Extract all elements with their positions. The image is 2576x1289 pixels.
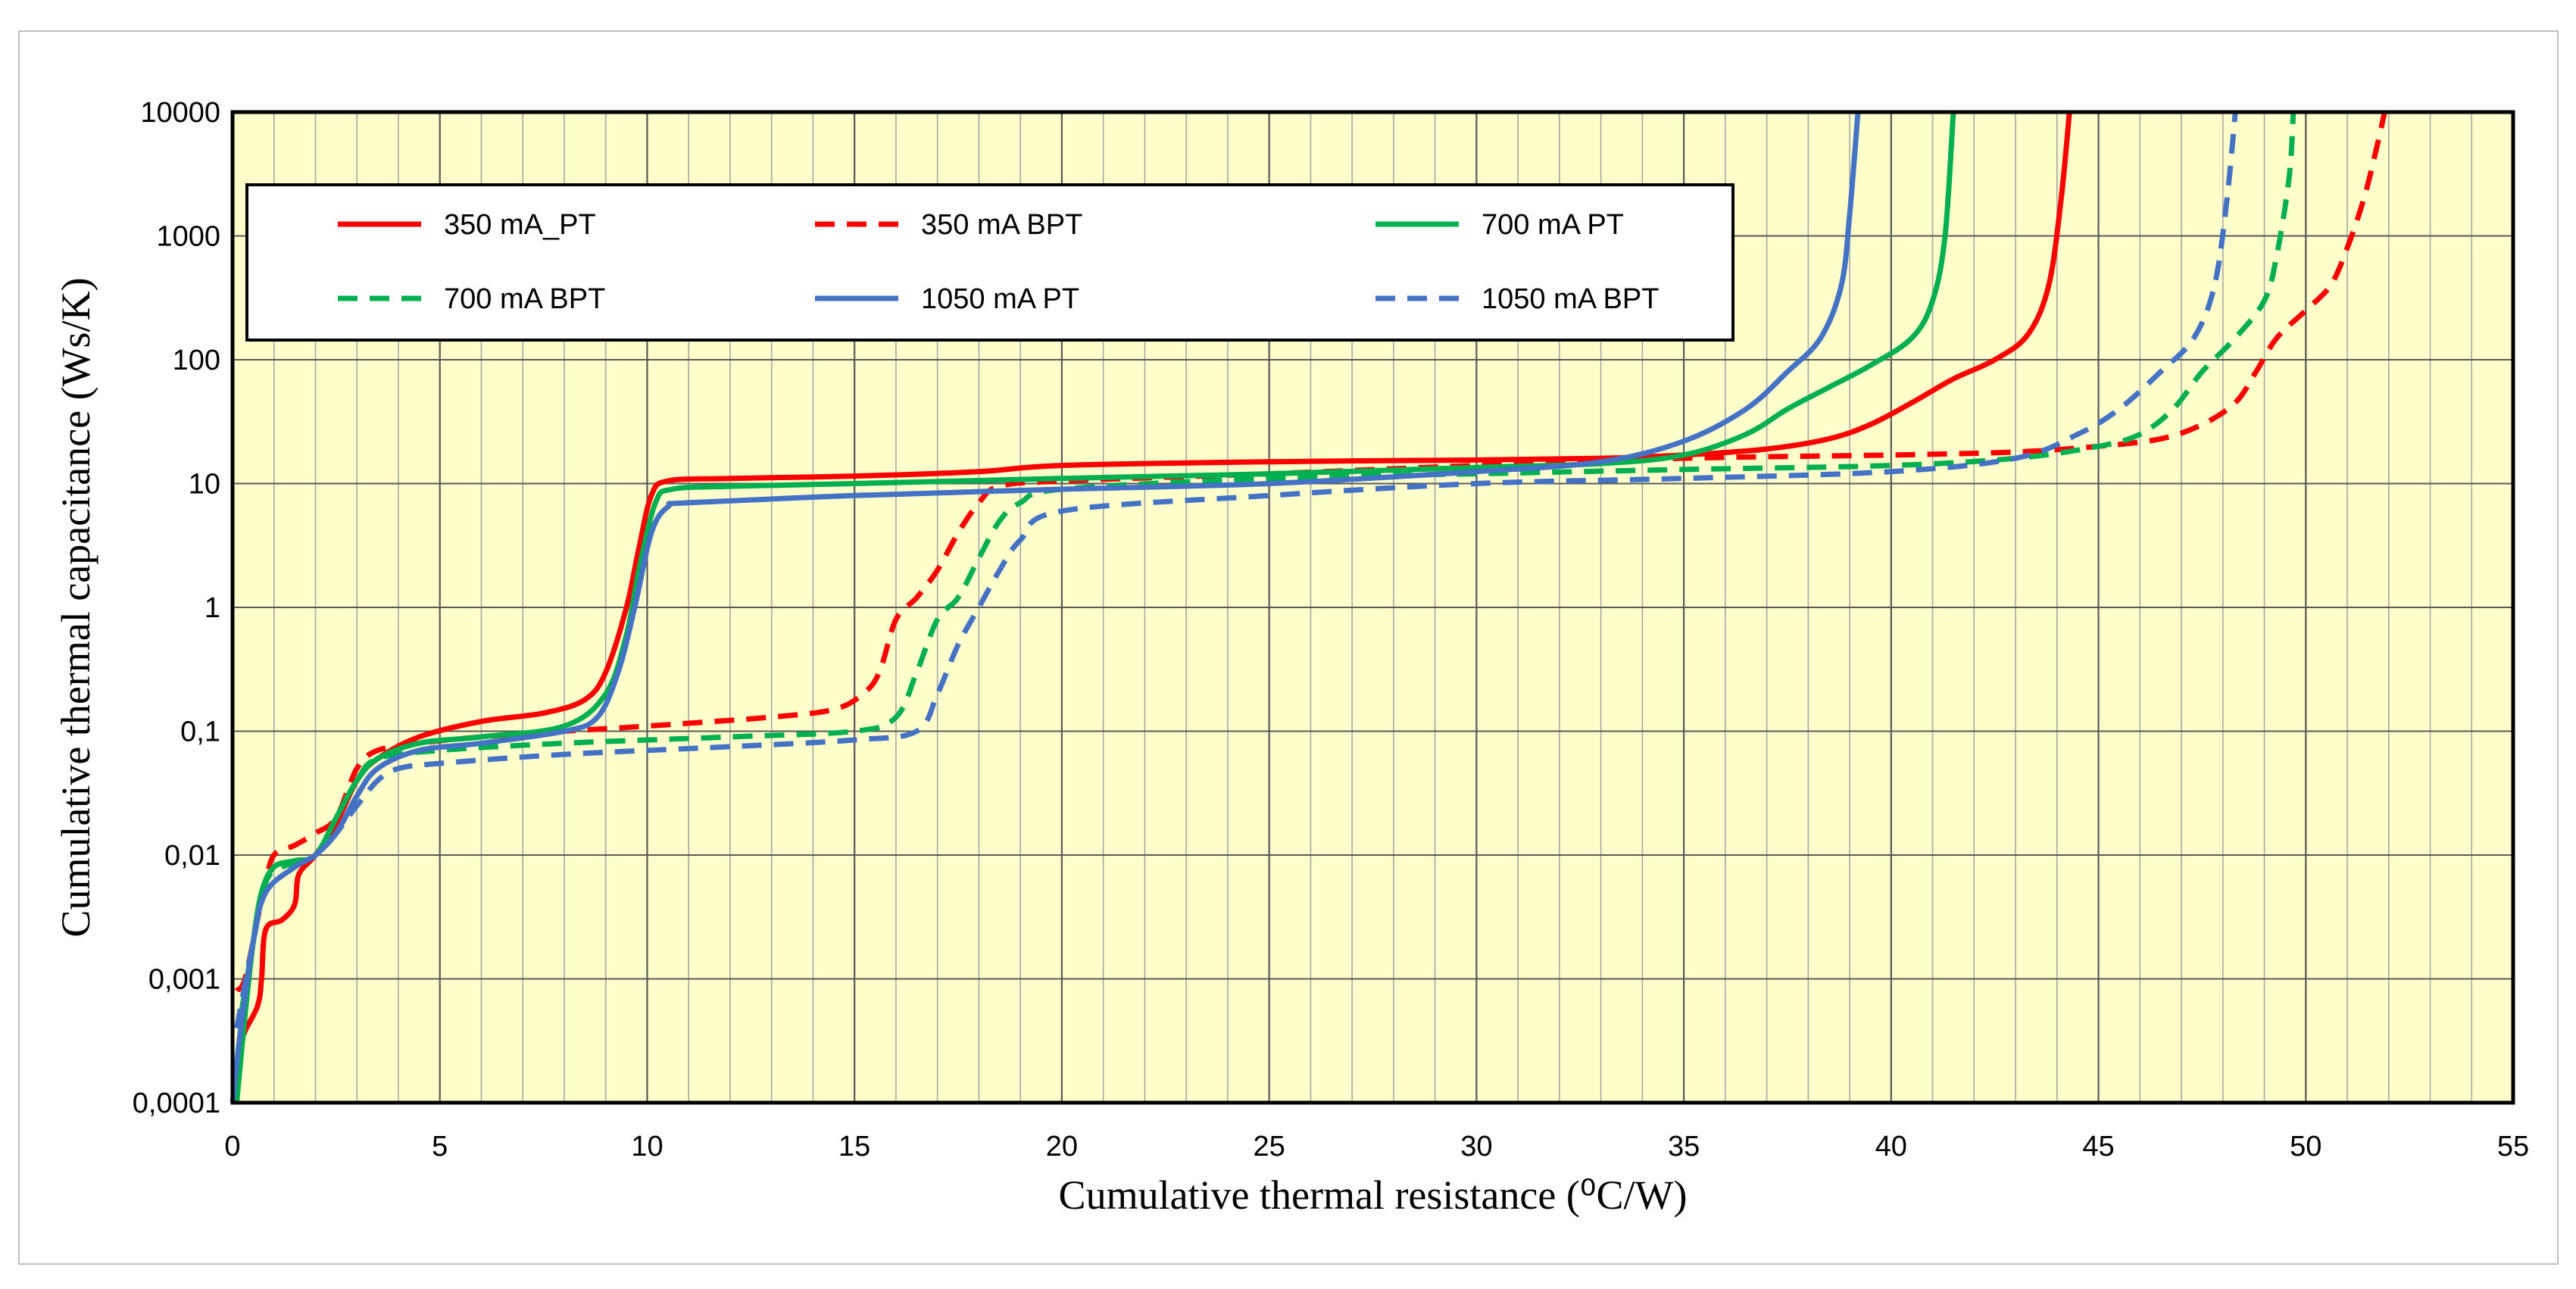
- chart-frame: 0 5 10 15 20 25 30 35 40 45 50 55 0,0001 0,001 0,01 0,…: [18, 30, 2559, 1265]
- series-line-700-ma-bpt: [238, 111, 2297, 1017]
- x-tick-label: 20: [1046, 1131, 1078, 1163]
- x-tick-label: 10: [631, 1131, 663, 1163]
- x-tick-label: 25: [1253, 1131, 1285, 1163]
- x-tick-label: 5: [432, 1131, 448, 1163]
- y-tick-label: 100: [173, 345, 220, 376]
- legend-label: 350 mA BPT: [921, 209, 1082, 241]
- x-tick-label: 0: [224, 1131, 240, 1163]
- legend-label: 700 mA BPT: [444, 283, 605, 315]
- x-tick-label: 40: [1875, 1131, 1907, 1163]
- x-axis-ticks: 0 5 10 15 20 25 30 35 40 45 50 55: [224, 1131, 2529, 1163]
- legend-box: [245, 183, 1735, 342]
- series-line-1050-ma-bpt: [234, 111, 2238, 1029]
- chart-svg: 0 5 10 15 20 25 30 35 40 45 50 55 0,00010,0010,010,…: [53, 97, 2529, 1218]
- y-tick-label: 1000: [156, 221, 220, 253]
- series-line-350-ma-bpt: [234, 111, 2387, 993]
- plot-border: [230, 110, 2515, 1105]
- y-tick-label: 1: [205, 592, 220, 624]
- y-tick-label: 10000: [140, 97, 220, 129]
- legend-label: 350 mA_PT: [444, 209, 596, 241]
- y-axis-ticks: 0,0001 0,001 0,01 0,1 1 10 100 1000 10000: [133, 97, 220, 1119]
- legend-label: 700 mA PT: [1482, 209, 1624, 241]
- y-tick-label: 0,1: [180, 716, 220, 748]
- legend-label: 1050 mA BPT: [1482, 283, 1659, 315]
- legend: 350 mA_PT 350 mA BPT 700 mA PT 700 mA BPT 10…: [245, 183, 1735, 342]
- x-tick-label: 50: [2290, 1131, 2322, 1163]
- x-tick-label: 35: [1668, 1131, 1700, 1163]
- y-tick-label: 10: [189, 469, 220, 501]
- x-tick-label: 15: [838, 1131, 870, 1163]
- y-axis-title: Cumulative thermal capacitance (Ws/K): [53, 277, 98, 937]
- x-tick-label: 55: [2497, 1131, 2529, 1163]
- series-layer: [229, 111, 2387, 1103]
- x-tick-label: 30: [1460, 1131, 1492, 1163]
- series-line-350-ma-pt: [234, 111, 2072, 1103]
- legend-label: 1050 mA PT: [921, 283, 1079, 315]
- y-tick-label: 0,01: [164, 840, 220, 872]
- x-tick-label: 45: [2082, 1131, 2114, 1163]
- series-line-1050-ma-pt: [229, 111, 1861, 1103]
- y-tick-label: 0,001: [148, 964, 220, 996]
- y-tick-label: 0,0001: [133, 1088, 220, 1119]
- x-axis-title: Cumulative thermal resistance (⁰C/W): [1059, 1172, 1688, 1218]
